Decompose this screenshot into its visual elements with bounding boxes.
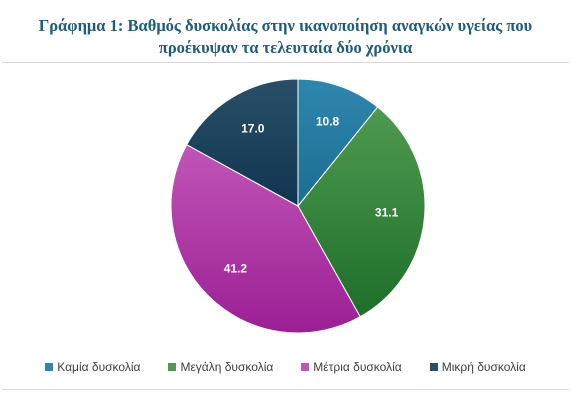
- legend-label-2: Μεγάλη δυσκολία: [180, 360, 274, 374]
- legend-label-1: Καμία δυσκολία: [57, 360, 141, 374]
- legend-item-3: Μέτρια δυσκολία: [301, 360, 402, 374]
- legend-swatch-4: [429, 363, 438, 371]
- legend-swatch-1: [45, 363, 54, 371]
- pie-value-label-3: 41.2: [224, 261, 248, 275]
- pie-value-label-2: 31.1: [375, 206, 399, 220]
- legend-item-1: Καμία δυσκολία: [45, 360, 140, 374]
- chart-legend: Καμία δυσκολία Μεγάλη δυσκολία Μέτρια δυσκ…: [0, 360, 571, 374]
- pie-slices: [170, 78, 426, 334]
- pie-value-labels: 10.8 31.1 41.2 17.0: [224, 114, 399, 275]
- pie-slice-3: [170, 144, 361, 334]
- pie-slice-2: [297, 106, 426, 318]
- legend-item-4: Μικρή δυσκολία: [429, 360, 526, 374]
- pie-value-label-4: 17.0: [241, 122, 265, 136]
- chart-title-line-1: Γράφημα 1: Βαθμός δυσκολίας στην ικανοπο…: [38, 16, 533, 35]
- pie-slice-4: [186, 78, 299, 207]
- pie-slice-1: [297, 78, 379, 208]
- pie-value-label-1: 10.8: [316, 114, 340, 128]
- legend-item-2: Μεγάλη δυσκολία: [168, 360, 273, 374]
- legend-label-4: Μικρή δυσκολία: [441, 360, 526, 374]
- legend-label-3: Μέτρια δυσκολία: [313, 360, 402, 374]
- legend-swatch-3: [301, 363, 310, 371]
- chart-title-line-2: προέκυψαν τα τελευταία δύο χρόνια: [158, 38, 413, 57]
- chart-title: Γράφημα 1: Βαθμός δυσκολίας στην ικανοπο…: [0, 15, 571, 59]
- plot-area-frame: [2, 62, 569, 390]
- legend-swatch-2: [168, 363, 177, 371]
